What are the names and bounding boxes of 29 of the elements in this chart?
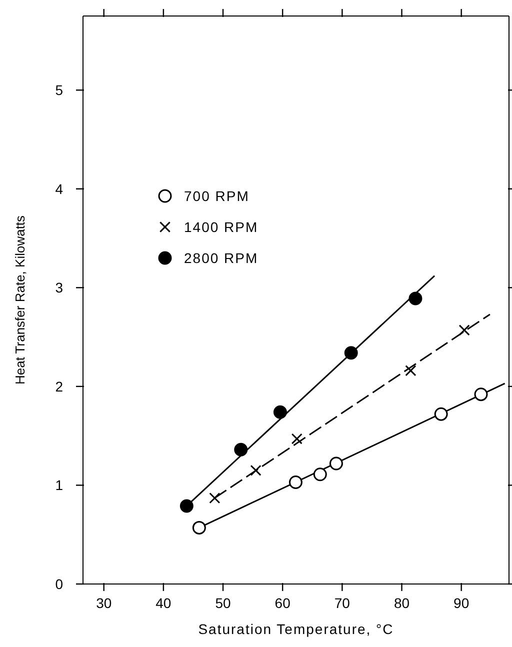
x-tick-label: 90 (454, 595, 470, 611)
x-tick-label: 80 (394, 595, 410, 611)
y-tick-label: 3 (55, 280, 64, 296)
point (234, 442, 248, 456)
point (344, 346, 358, 360)
x-tick-label: 70 (334, 595, 350, 611)
point (474, 388, 488, 402)
legend-label: 700 RPM (184, 188, 250, 204)
point (408, 292, 422, 306)
y-tick-label: 1 (55, 477, 64, 494)
point (273, 405, 287, 419)
y-tick-label: 5 (55, 82, 64, 98)
x-axis-title: Saturation Temperature, °C (198, 621, 394, 637)
point (192, 520, 206, 534)
y-tick-label: 4 (55, 180, 64, 197)
point (288, 476, 302, 490)
point (329, 456, 343, 470)
point (180, 499, 194, 513)
y-tick-label: 0 (55, 576, 64, 592)
x-tick-label: 30 (96, 595, 112, 611)
x-tick-label: 40 (156, 595, 172, 611)
x-tick-label: 50 (215, 595, 232, 611)
y-axis-title: Heat Transfer Rate, Kilowatts (12, 214, 28, 385)
point (434, 407, 448, 421)
x-tick-label: 60 (274, 595, 291, 611)
legend-label: 1400 RPM (184, 218, 258, 234)
point (313, 468, 327, 482)
y-tick-label: 2 (55, 378, 64, 394)
legend-label: 2800 RPM (184, 250, 258, 266)
